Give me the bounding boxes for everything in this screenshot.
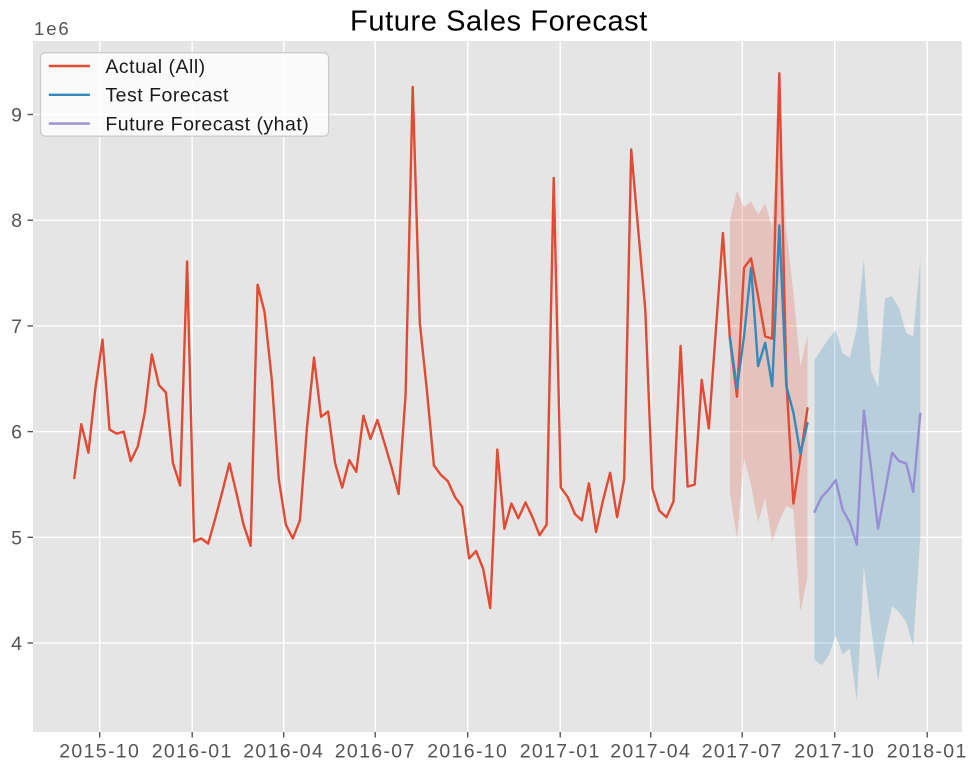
- svg-text:2017-01: 2017-01: [520, 741, 601, 763]
- svg-text:Future Forecast (yhat): Future Forecast (yhat): [105, 113, 309, 135]
- svg-text:2016-07: 2016-07: [335, 741, 416, 763]
- svg-text:2017-07: 2017-07: [702, 741, 783, 763]
- svg-text:6: 6: [11, 422, 22, 444]
- svg-text:Test Forecast: Test Forecast: [105, 85, 229, 107]
- svg-text:2017-04: 2017-04: [610, 741, 691, 763]
- svg-text:2018-01: 2018-01: [887, 741, 968, 763]
- svg-text:Actual (All): Actual (All): [105, 56, 205, 78]
- svg-text:1e6: 1e6: [34, 18, 71, 39]
- svg-text:2016-01: 2016-01: [152, 741, 233, 763]
- svg-text:2015-10: 2015-10: [59, 741, 140, 763]
- svg-text:2016-04: 2016-04: [243, 741, 324, 763]
- svg-text:2017-10: 2017-10: [794, 741, 875, 763]
- svg-text:8: 8: [11, 210, 22, 232]
- svg-text:4: 4: [11, 633, 22, 655]
- svg-text:7: 7: [11, 316, 22, 338]
- svg-text:Future Sales Forecast: Future Sales Forecast: [350, 6, 648, 38]
- svg-text:9: 9: [11, 105, 22, 127]
- svg-text:5: 5: [11, 527, 22, 549]
- svg-text:2016-10: 2016-10: [427, 741, 508, 763]
